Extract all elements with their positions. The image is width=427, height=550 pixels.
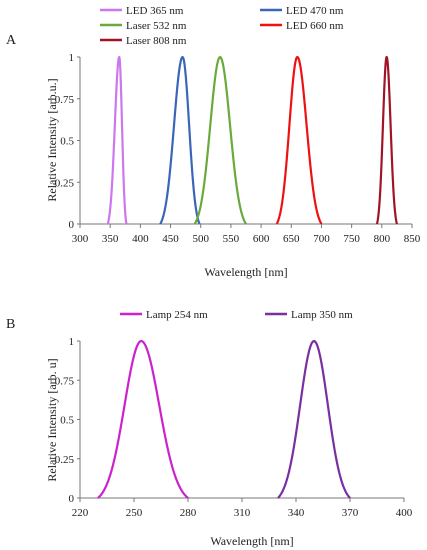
x-tick-label: 600 (253, 233, 270, 245)
series-line (275, 56, 323, 225)
plot-area-a: 0 0.25 0.5 0.75 1 300 350 400 450 500 550 600 650 700… (55, 52, 421, 245)
y-axis-label-b: Relative Intensity [arb. u] (45, 358, 59, 481)
series-line (106, 55, 128, 225)
x-tick-label: 350 (102, 233, 119, 245)
chart-panel-a: A LED 365 nm LED 470 nm Laser 532 nm LED 66… (6, 5, 421, 279)
x-tick-label: 250 (126, 507, 143, 519)
legend-label: LED 470 nm (286, 5, 344, 17)
y-tick-label: 0.75 (55, 94, 75, 106)
y-tick-label: 1 (69, 52, 75, 64)
legend-label: LED 660 nm (286, 20, 344, 32)
legend-label: Lamp 350 nm (291, 309, 353, 321)
panel-label-b: B (6, 317, 15, 332)
chart-panel-b: B Lamp 254 nm Lamp 350 nm 0 0.25 0.5 0.75 1 22… (6, 309, 413, 548)
y-tick-label: 0 (69, 219, 75, 231)
y-tick-label: 1 (69, 336, 75, 348)
x-tick-label: 400 (132, 233, 149, 245)
series-line (375, 55, 398, 225)
series-line (277, 339, 351, 499)
x-tick-label: 310 (234, 507, 251, 519)
x-tick-label: 700 (313, 233, 330, 245)
x-axis-label-a: Wavelength [nm] (204, 265, 287, 279)
x-tick-label: 340 (288, 507, 305, 519)
x-tick-label: 650 (283, 233, 300, 245)
legend-label: Laser 808 nm (126, 35, 187, 47)
x-tick-label: 300 (72, 233, 89, 245)
x-axis-label-b: Wavelength [nm] (210, 534, 293, 548)
plot-area-b: 0 0.25 0.5 0.75 1 220 250 280 310 340 370 400 (55, 336, 413, 519)
legend-b: Lamp 254 nm Lamp 350 nm (120, 309, 353, 321)
x-tick-label: 400 (396, 507, 413, 519)
x-tick-label: 500 (192, 233, 209, 245)
legend-a: LED 365 nm LED 470 nm Laser 532 nm LED 660 … (100, 5, 344, 47)
x-tick-label: 750 (343, 233, 360, 245)
y-tick-label: 0.5 (60, 136, 74, 148)
y-tick-label: 0.5 (60, 415, 74, 427)
y-tick-label: 0.25 (55, 177, 75, 189)
x-tick-label: 450 (162, 233, 179, 245)
series-line (159, 55, 201, 225)
x-tick-label: 850 (404, 233, 421, 245)
legend-label: Laser 532 nm (126, 20, 187, 32)
x-tick-label: 220 (72, 507, 89, 519)
series-line (193, 55, 247, 225)
x-tick-label: 280 (180, 507, 197, 519)
x-tick-label: 550 (223, 233, 240, 245)
y-tick-label: 0.75 (55, 375, 75, 387)
legend-label: Lamp 254 nm (146, 309, 208, 321)
x-tick-label: 370 (342, 507, 359, 519)
y-tick-label: 0 (69, 493, 75, 505)
panel-label-a: A (6, 33, 17, 48)
x-tick-label: 800 (374, 233, 391, 245)
series-line (97, 339, 189, 499)
y-axis-label-a: Relative Intensity [arb.u.] (45, 78, 59, 201)
legend-label: LED 365 nm (126, 5, 184, 17)
y-tick-label: 0.25 (55, 454, 75, 466)
